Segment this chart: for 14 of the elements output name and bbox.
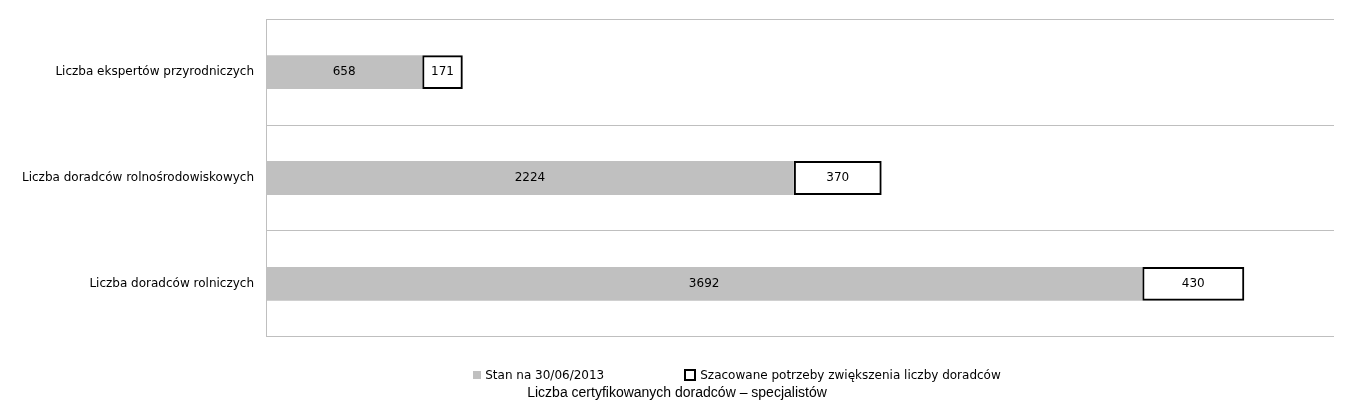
bar: [266, 266, 1143, 301]
legend-label: Stan na 30/06/2013: [485, 368, 605, 382]
data-label: 3692: [688, 275, 720, 290]
data-label: 2224: [514, 170, 546, 185]
data-label: 430: [1181, 275, 1205, 290]
y-tick-label: Liczba doradców rolniczych: [89, 275, 255, 290]
y-tick-label: Liczba ekspertów przyrodniczych: [55, 64, 255, 79]
data-label: 370: [826, 170, 850, 185]
text: Liczba certyfikowanych doradców – specjalistów: [526, 384, 828, 400]
legend-label: Szacowane potrzeby zwiększenia liczby doradców: [700, 368, 1001, 382]
y-tick-label: Liczba doradców rolnośrodowiskowych: [22, 170, 255, 185]
data-label: 658: [332, 64, 356, 79]
bar: [266, 55, 423, 90]
bar: [266, 161, 794, 195]
